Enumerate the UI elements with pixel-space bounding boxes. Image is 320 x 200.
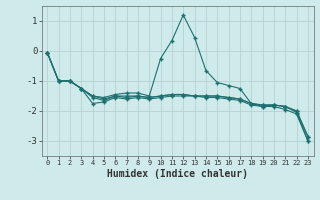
X-axis label: Humidex (Indice chaleur): Humidex (Indice chaleur): [107, 169, 248, 179]
